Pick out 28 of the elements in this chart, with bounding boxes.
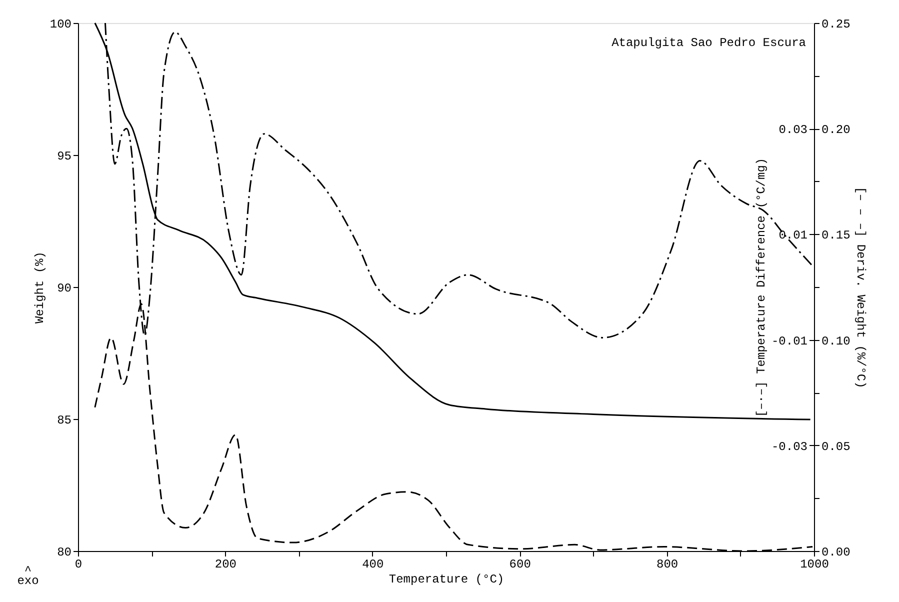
x-tick-label: 400 bbox=[362, 558, 384, 572]
y3-tick-label: -0.03 bbox=[771, 440, 808, 454]
y2-tick-label: 0.00 bbox=[822, 546, 850, 560]
x-tick-label: 200 bbox=[214, 558, 237, 572]
x-tick-label: 0 bbox=[74, 558, 82, 572]
line-series bbox=[94, 22, 812, 420]
y3-tick-label: 0.03 bbox=[778, 123, 808, 138]
x-axis-title: Temperature (°C) bbox=[388, 572, 504, 586]
y3-tick-label: -0.01 bbox=[771, 334, 808, 348]
x-tick-label: 800 bbox=[656, 558, 678, 572]
y-tick-label: 90 bbox=[57, 282, 72, 296]
y-tick-label: 100 bbox=[50, 18, 72, 32]
y2-tick-label: 0.10 bbox=[822, 334, 850, 348]
y-tick-label: 85 bbox=[57, 414, 72, 428]
x-tick-label: 600 bbox=[509, 558, 531, 572]
y2-axis-title: [– – –] Deriv. Weight (%/°C) bbox=[853, 186, 868, 388]
y-tick-label: 80 bbox=[57, 546, 72, 560]
y-axis-title: Weight (%) bbox=[32, 251, 47, 324]
y-tick-label: 95 bbox=[57, 150, 72, 164]
y2-tick-label: 0.15 bbox=[822, 228, 850, 243]
y2-tick-label: 0.20 bbox=[822, 123, 850, 138]
x-tick-label: 1000 bbox=[800, 558, 829, 572]
y2-tick-label: 0.25 bbox=[822, 18, 850, 32]
text: ^ exo bbox=[17, 564, 39, 588]
annotation: Atapulgita Sao Pedro Escura bbox=[612, 36, 806, 50]
y3-tick-label: 0.01 bbox=[778, 228, 808, 243]
y3-axis-title: [–·–] Temperature Difference (°C/mg) bbox=[754, 158, 768, 418]
y2-tick-label: 0.05 bbox=[822, 440, 850, 454]
